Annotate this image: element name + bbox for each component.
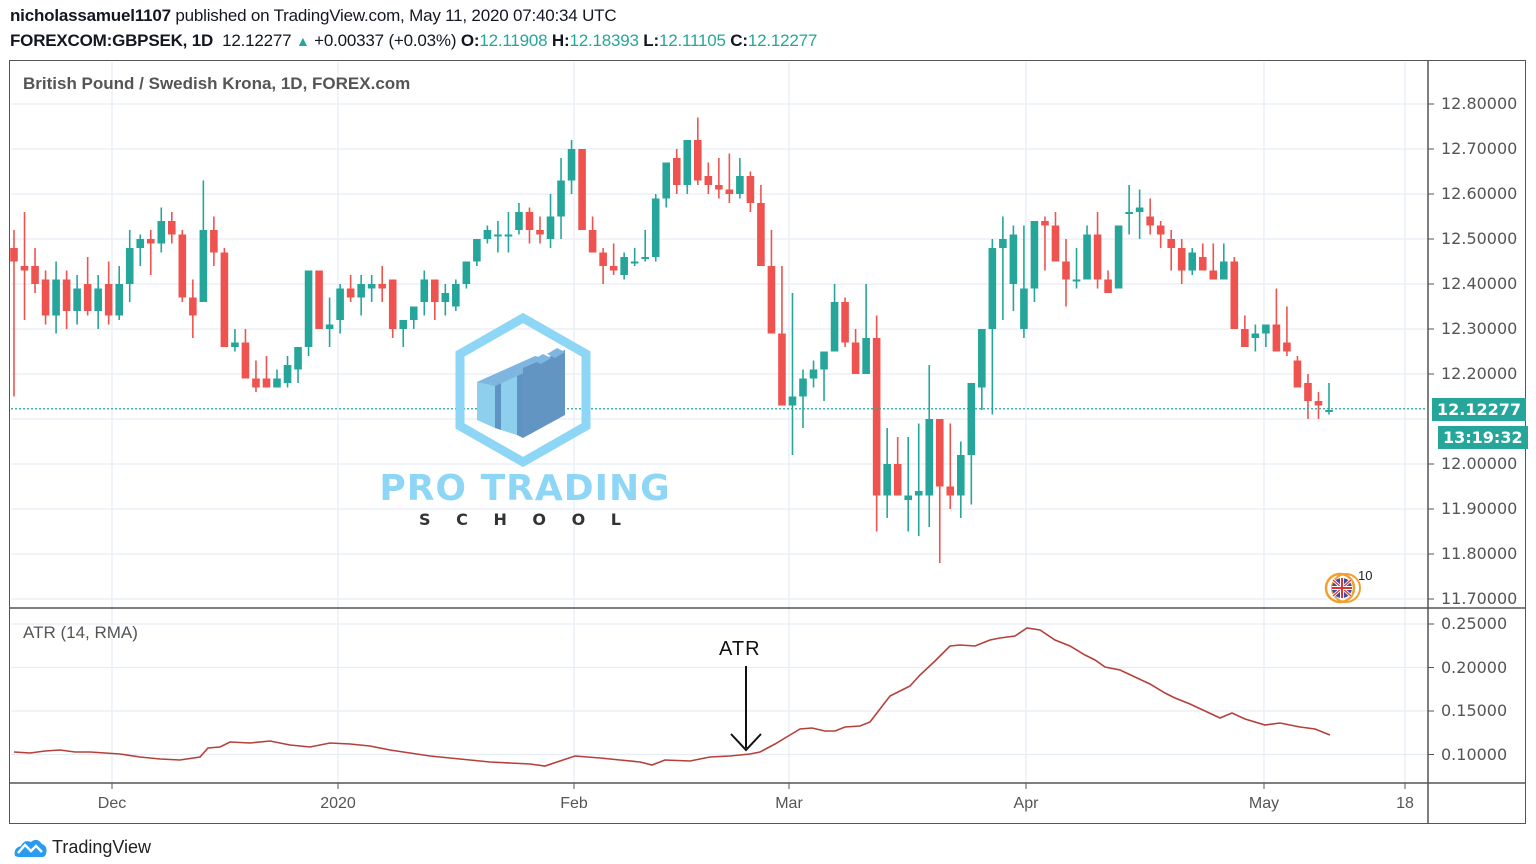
high-value: 12.18393 (569, 31, 639, 50)
last-price-tag: 12.12277 (1432, 398, 1527, 421)
hexagon-chart-logo-icon (455, 312, 591, 468)
open-value: 12.11908 (479, 31, 548, 50)
event-badge[interactable]: 10 (1322, 568, 1372, 604)
close-value: 12.12277 (747, 31, 818, 50)
time-axis-label: May (1248, 795, 1280, 812)
atr-axis-label: 0.10000 (1441, 744, 1508, 764)
time-axis-label: Mar (775, 795, 803, 812)
change-up-icon: ▲ (295, 33, 310, 49)
price-axis-label: 11.70000 (1441, 589, 1518, 608)
watermark-logo: PRO TRADING S C H O O L (365, 310, 685, 535)
symbol-line: FOREXCOM:GBPSEK, 1D 12.12277 ▲ +0.00337 … (10, 31, 817, 51)
tradingview-logo[interactable]: TradingView (12, 836, 151, 858)
publisher-name[interactable]: nicholassamuel1107 (10, 6, 171, 25)
chart-title: British Pound / Swedish Krona, 1D, FOREX… (23, 74, 411, 93)
chart-frame (9, 60, 1526, 824)
atr-axis-label: 0.15000 (1441, 701, 1508, 720)
symbol-label: FOREXCOM:GBPSEK, 1D (10, 31, 214, 50)
atr-axis-label: 0.20000 (1441, 657, 1508, 677)
close-label: C: (730, 31, 748, 50)
tradingview-cloud-icon (14, 839, 47, 857)
low-value: 12.11105 (658, 31, 726, 50)
open-label: O: (460, 31, 480, 50)
watermark-subtitle: S C H O O L (419, 510, 631, 529)
time-axis-label: Apr (1013, 795, 1039, 812)
last-price: 12.12277 (222, 31, 292, 50)
price-axis-label: 12.60000 (1441, 184, 1518, 203)
change-value: +0.00337 (+0.03%) (314, 31, 457, 50)
time-axis-label: 2020 (320, 795, 356, 812)
price-axis-label: 11.90000 (1441, 499, 1518, 518)
time-axis-label: Dec (97, 795, 127, 812)
time-axis-label: 18 (1396, 795, 1414, 812)
atr-annotation-label: ATR (719, 638, 761, 660)
price-axis-label: 12.20000 (1441, 364, 1518, 383)
price-axis-label: 12.40000 (1441, 274, 1518, 293)
countdown-tag: 13:19:32 (1438, 426, 1528, 449)
atr-axis-label: 0.25000 (1441, 614, 1508, 633)
tradingview-brand: TradingView (52, 836, 152, 857)
price-axis-label: 12.80000 (1441, 94, 1518, 113)
event-badge-count: 10 (1358, 568, 1373, 583)
watermark-title: PRO TRADING (379, 468, 671, 509)
time-axis-label: Feb (560, 795, 588, 812)
price-axis-label: 12.70000 (1441, 139, 1518, 158)
price-axis-label: 11.80000 (1441, 544, 1518, 563)
price-axis-label: 12.50000 (1441, 229, 1518, 248)
publish-line: nicholassamuel1107 published on TradingV… (10, 6, 617, 26)
price-axis-label: 12.30000 (1441, 319, 1518, 338)
uk-flag-icon (1324, 572, 1361, 604)
atr-indicator-title[interactable]: ATR (14, RMA) (23, 623, 138, 642)
published-text: published on TradingView.com, May 11, 20… (175, 6, 617, 25)
price-axis-label: 12.00000 (1441, 454, 1518, 473)
low-label: L: (643, 31, 659, 50)
high-label: H: (551, 31, 570, 50)
